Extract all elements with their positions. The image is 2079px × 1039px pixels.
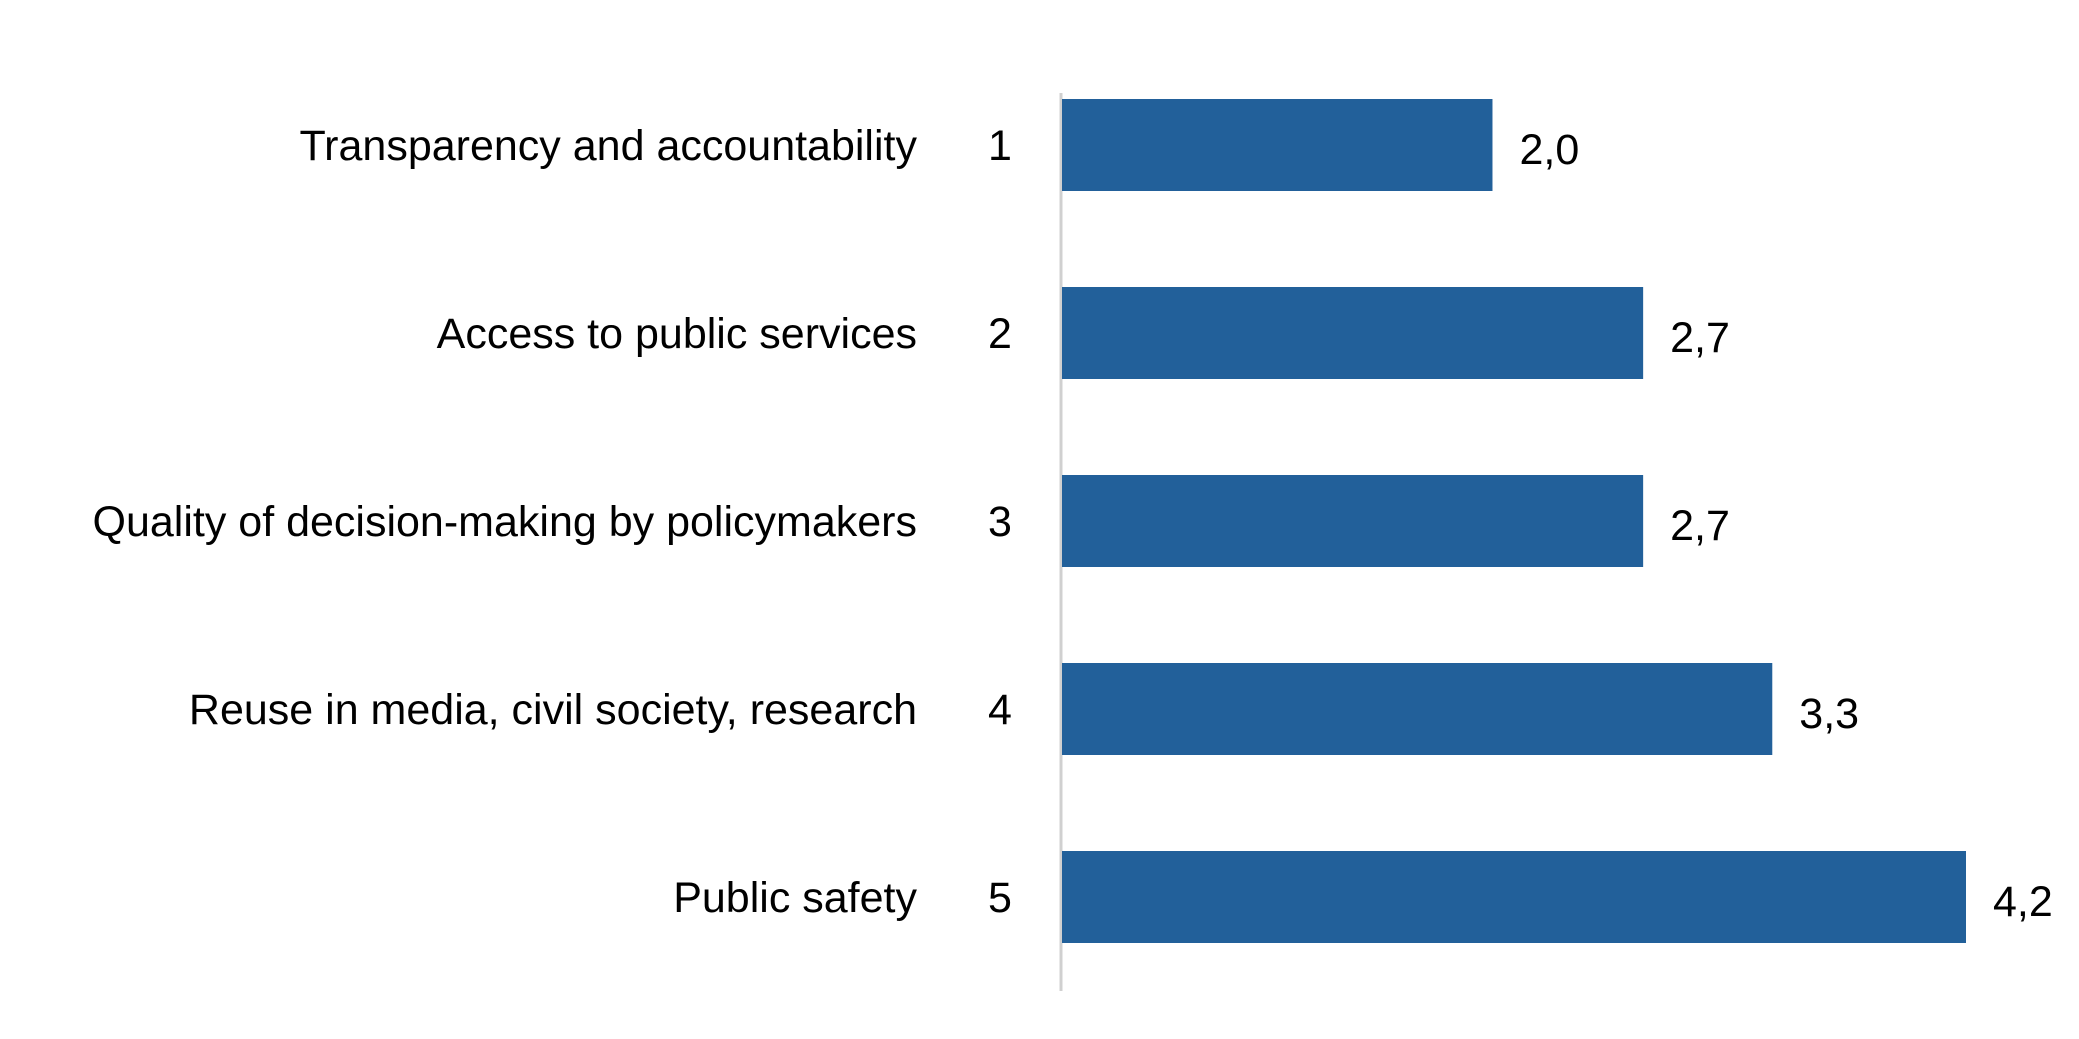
label-layer: Transparency and accountability 1 2,0 Acces… [93, 122, 2053, 926]
bar [1062, 663, 1773, 755]
category-label: Access to public services [437, 310, 917, 358]
data-label: 4,2 [1993, 878, 2053, 926]
category-label: Reuse in media, civil society, research [189, 686, 917, 734]
data-label: 3,3 [1799, 690, 1859, 738]
bar [1062, 851, 1966, 943]
data-label: 2,7 [1670, 314, 1730, 362]
rank-label: 3 [988, 498, 1012, 546]
bar [1062, 287, 1644, 379]
data-label: 2,0 [1519, 126, 1579, 174]
rank-label: 1 [988, 122, 1012, 170]
category-label: Public safety [673, 874, 917, 922]
category-label: Transparency and accountability [300, 122, 918, 170]
rank-label: 5 [988, 874, 1012, 922]
bar [1062, 99, 1493, 191]
rank-label: 2 [988, 310, 1012, 358]
category-label: Quality of decision-making by policymake… [93, 498, 918, 546]
bar [1062, 475, 1644, 567]
rank-label: 4 [988, 686, 1012, 734]
bar-layer [1062, 99, 1966, 943]
data-label: 2,7 [1670, 502, 1730, 550]
